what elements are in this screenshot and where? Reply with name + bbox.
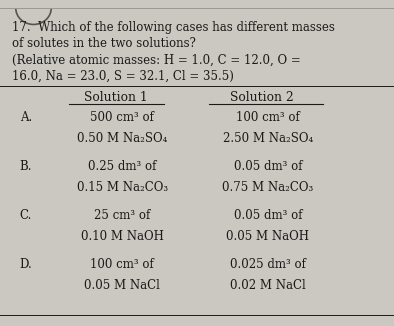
Text: of solutes in the two solutions?: of solutes in the two solutions? (12, 37, 196, 51)
Text: 100 cm³ of: 100 cm³ of (90, 258, 154, 271)
Text: 500 cm³ of: 500 cm³ of (90, 111, 154, 124)
Text: 0.05 M NaCl: 0.05 M NaCl (84, 279, 160, 292)
Text: Solution 2: Solution 2 (230, 91, 294, 104)
Text: 0.02 M NaCl: 0.02 M NaCl (230, 279, 306, 292)
Text: D.: D. (20, 258, 32, 271)
Text: 0.05 dm³ of: 0.05 dm³ of (234, 160, 302, 173)
Text: 0.10 M NaOH: 0.10 M NaOH (81, 230, 164, 243)
Text: (Relative atomic masses: H = 1.0, C = 12.0, O =: (Relative atomic masses: H = 1.0, C = 12… (12, 54, 301, 67)
Text: 0.25 dm³ of: 0.25 dm³ of (88, 160, 156, 173)
Text: 0.15 M Na₂CO₃: 0.15 M Na₂CO₃ (76, 181, 168, 194)
Text: 0.50 M Na₂SO₄: 0.50 M Na₂SO₄ (77, 132, 167, 145)
Text: 17.  Which of the following cases has different masses: 17. Which of the following cases has dif… (12, 21, 335, 34)
Text: 25 cm³ of: 25 cm³ of (94, 209, 150, 222)
Text: 0.75 M Na₂CO₃: 0.75 M Na₂CO₃ (222, 181, 314, 194)
Text: 2.50 M Na₂SO₄: 2.50 M Na₂SO₄ (223, 132, 313, 145)
Text: B.: B. (20, 160, 32, 173)
Text: 100 cm³ of: 100 cm³ of (236, 111, 300, 124)
Text: 0.05 M NaOH: 0.05 M NaOH (227, 230, 309, 243)
Text: 0.05 dm³ of: 0.05 dm³ of (234, 209, 302, 222)
Text: 16.0, Na = 23.0, S = 32.1, Cl = 35.5): 16.0, Na = 23.0, S = 32.1, Cl = 35.5) (12, 69, 234, 82)
Text: A.: A. (20, 111, 32, 124)
Text: 0.025 dm³ of: 0.025 dm³ of (230, 258, 306, 271)
Text: C.: C. (20, 209, 32, 222)
Text: Solution 1: Solution 1 (84, 91, 148, 104)
